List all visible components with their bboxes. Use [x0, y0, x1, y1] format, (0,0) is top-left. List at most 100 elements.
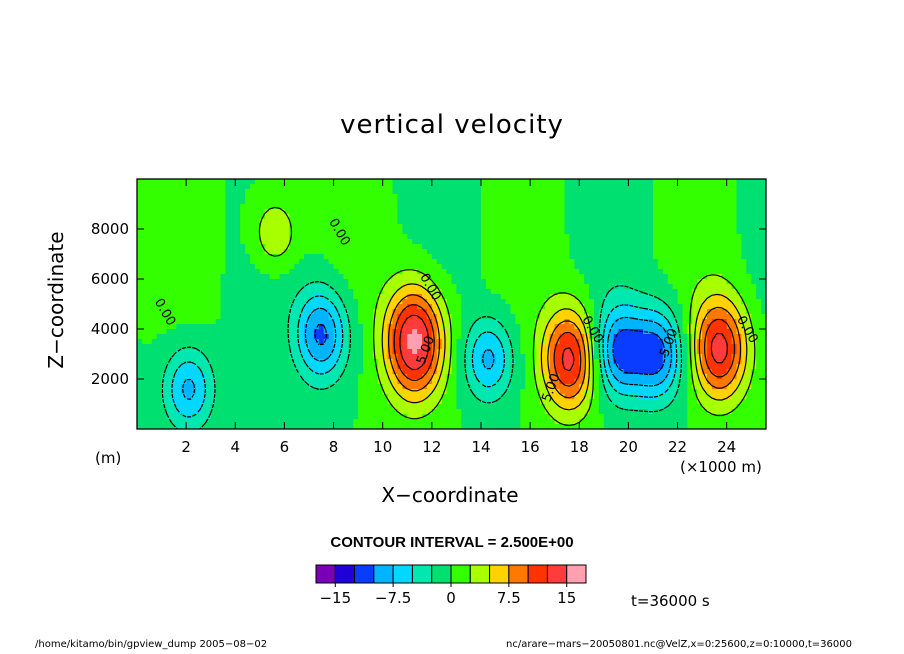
field-cell [549, 199, 556, 205]
field-cell [367, 199, 374, 205]
field-cell [195, 344, 202, 350]
field-cell [210, 294, 217, 300]
field-cell [313, 189, 320, 195]
field-cell [564, 339, 571, 345]
field-cell [240, 339, 246, 345]
field-cell [353, 249, 359, 255]
field-cell [751, 189, 757, 195]
field-cell [687, 219, 693, 225]
field-cell [525, 269, 531, 275]
field-cell [480, 194, 487, 200]
field-cell [564, 329, 571, 335]
field-cell [240, 179, 246, 185]
field-cell [549, 354, 556, 360]
field-cell [382, 189, 389, 195]
field-cell [343, 329, 349, 335]
field-cell [711, 254, 718, 260]
field-cell [682, 254, 688, 260]
field-cell [166, 304, 172, 310]
field-cell [495, 274, 502, 280]
field-cell [254, 324, 261, 330]
field-cell [495, 254, 502, 260]
field-cell [372, 179, 379, 185]
field-cell [574, 274, 580, 280]
field-cell [466, 279, 472, 285]
field-cell [426, 314, 433, 320]
field-cell [200, 284, 207, 290]
field-cell [333, 344, 340, 350]
field-cell [682, 269, 688, 275]
field-cell [761, 229, 766, 235]
field-cell [466, 339, 472, 345]
field-cell [751, 319, 757, 325]
field-cell [191, 199, 197, 205]
field-cell [707, 309, 713, 315]
field-cell [623, 199, 629, 205]
field-cell [200, 324, 207, 330]
field-cell [338, 249, 344, 255]
field-cell [210, 369, 217, 375]
field-cell [574, 259, 580, 265]
field-cell [161, 284, 168, 290]
field-cell [731, 184, 738, 190]
field-cell [564, 194, 571, 200]
field-cell [195, 294, 202, 300]
field-cell [500, 264, 507, 270]
field-cell [652, 279, 659, 285]
field-cell [461, 319, 467, 325]
field-cell [422, 259, 428, 265]
field-cell [480, 254, 487, 260]
field-cell [186, 294, 192, 300]
field-cell [372, 274, 379, 280]
field-cell [574, 334, 580, 340]
field-cell [387, 199, 394, 205]
field-cell [387, 249, 394, 255]
field-cell [584, 194, 590, 200]
field-cell [387, 179, 394, 185]
field-cell [697, 289, 703, 295]
field-cell [505, 254, 512, 260]
field-cell [284, 344, 290, 350]
field-cell [618, 309, 625, 315]
field-cell [225, 219, 231, 225]
field-cell [559, 219, 566, 225]
field-cell [338, 229, 344, 235]
field-cell [584, 249, 590, 255]
field-cell [721, 364, 728, 370]
field-cell [210, 364, 217, 370]
field-cell [569, 274, 575, 280]
field-cell [628, 349, 634, 355]
field-cell [471, 299, 477, 305]
field-cell [431, 329, 438, 335]
field-cell [156, 239, 163, 245]
field-cell [741, 264, 747, 270]
field-cell [210, 219, 217, 225]
field-cell [544, 179, 551, 185]
field-cell [672, 244, 679, 250]
field-cell [367, 204, 374, 210]
field-cell [146, 264, 153, 270]
field-cell [554, 274, 561, 280]
field-cell [707, 199, 713, 205]
field-cell [171, 194, 177, 200]
field-cell [672, 179, 679, 185]
field-cell [225, 184, 231, 190]
field-cell [353, 359, 359, 365]
field-cell [333, 194, 340, 200]
field-cell [677, 364, 684, 370]
field-cell [520, 239, 526, 245]
field-cell [137, 299, 143, 305]
field-cell [638, 229, 644, 235]
field-cell [254, 204, 261, 210]
field-cell [402, 229, 408, 235]
field-cell [166, 219, 172, 225]
field-cell [304, 194, 310, 200]
field-cell [746, 299, 752, 305]
field-cell [230, 364, 236, 370]
field-cell [471, 229, 477, 235]
field-cell [294, 364, 300, 370]
field-cell [328, 274, 335, 280]
field-cell [756, 329, 762, 335]
field-cell [510, 319, 516, 325]
field-cell [367, 344, 374, 350]
